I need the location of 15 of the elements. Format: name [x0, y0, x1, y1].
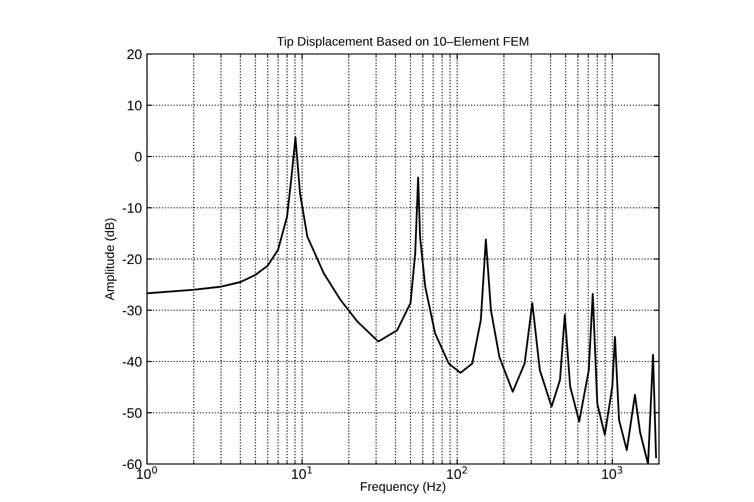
x-axis-title: Frequency (Hz): [360, 482, 446, 494]
y-tick-label: -40: [122, 356, 142, 367]
x-tick-label: 10$^{1}$: [292, 466, 312, 479]
y-tick-label: 0: [134, 152, 142, 162]
y-tick-label: 10: [128, 100, 142, 110]
x-tick-label: 10$^{3}$: [602, 466, 622, 479]
x-tick-label: 10$^{2}$: [447, 466, 467, 479]
y-tick-label: -10: [122, 203, 142, 213]
y-tick-label: 20: [127, 49, 142, 60]
y-tick-label: -60: [122, 459, 142, 470]
chart-title: Tip Displacement Based on 10–Element FEM: [277, 36, 528, 48]
y-tick-label: -30: [122, 306, 142, 316]
y-tick-label: -20: [122, 254, 142, 264]
y-axis-title: Amplitude (dB): [104, 218, 117, 300]
y-tick-label: -50: [122, 408, 142, 418]
